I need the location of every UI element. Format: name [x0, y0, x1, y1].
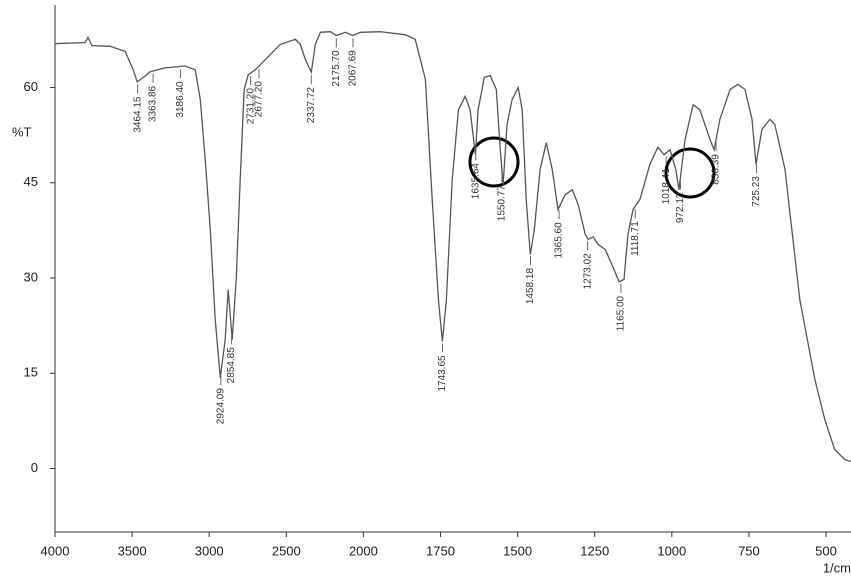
- peak-label: 1273.02: [582, 253, 593, 290]
- peak-label: 2067.69: [348, 50, 359, 87]
- peak-label: 2677.20: [254, 81, 265, 118]
- peak-label: 2337.72: [306, 87, 317, 124]
- x-tick-label: 3500: [118, 543, 147, 558]
- peak-label: 3464.15: [132, 96, 143, 133]
- peak-label: 1365.60: [554, 222, 565, 259]
- peak-label: 2924.09: [216, 388, 227, 425]
- highlight-circle: [468, 136, 520, 188]
- highlight-circle: [664, 147, 716, 199]
- y-tick-label: 45: [24, 174, 38, 189]
- peak-label: 3186.40: [175, 81, 186, 118]
- peak-label: 725.23: [751, 176, 762, 207]
- x-tick-label: 1250: [580, 543, 609, 558]
- x-tick-label: 1000: [657, 543, 686, 558]
- peak-label: 3363.86: [148, 85, 159, 122]
- spectrum-line: [54, 31, 851, 463]
- x-tick-label: 2000: [349, 543, 378, 558]
- peak-label: 2854.85: [226, 347, 237, 384]
- x-tick-label: 750: [738, 543, 760, 558]
- peak-label: 1550.77: [497, 185, 508, 222]
- x-tick-label: 500: [815, 543, 837, 558]
- peak-label: 856.39: [711, 154, 722, 185]
- peak-label: 1635.64: [470, 163, 481, 200]
- peak-label: 1458.18: [525, 268, 536, 305]
- peak-label: 1743.65: [437, 355, 448, 392]
- peak-label: 1118.71: [630, 221, 641, 256]
- x-tick-label: 1750: [426, 543, 455, 558]
- y-tick-label: 60: [24, 79, 38, 94]
- x-tick-label: 4000: [41, 543, 70, 558]
- peak-label: 2175.70: [331, 50, 342, 87]
- peak-label: 972.12: [675, 192, 686, 223]
- peak-label: 2731.20: [245, 88, 256, 125]
- x-tick-label: 1500: [503, 543, 532, 558]
- y-tick-label: 0: [31, 460, 38, 475]
- x-tick-label: 2500: [272, 543, 301, 558]
- peak-label: 1165.00: [616, 295, 627, 331]
- y-axis-label: %T: [12, 124, 32, 139]
- y-tick-label: 15: [24, 365, 38, 380]
- x-axis-label: 1/cm: [823, 560, 851, 575]
- y-tick-label: 30: [24, 269, 38, 284]
- x-tick-label: 3000: [195, 543, 224, 558]
- peak-label: 1018.41: [661, 168, 672, 205]
